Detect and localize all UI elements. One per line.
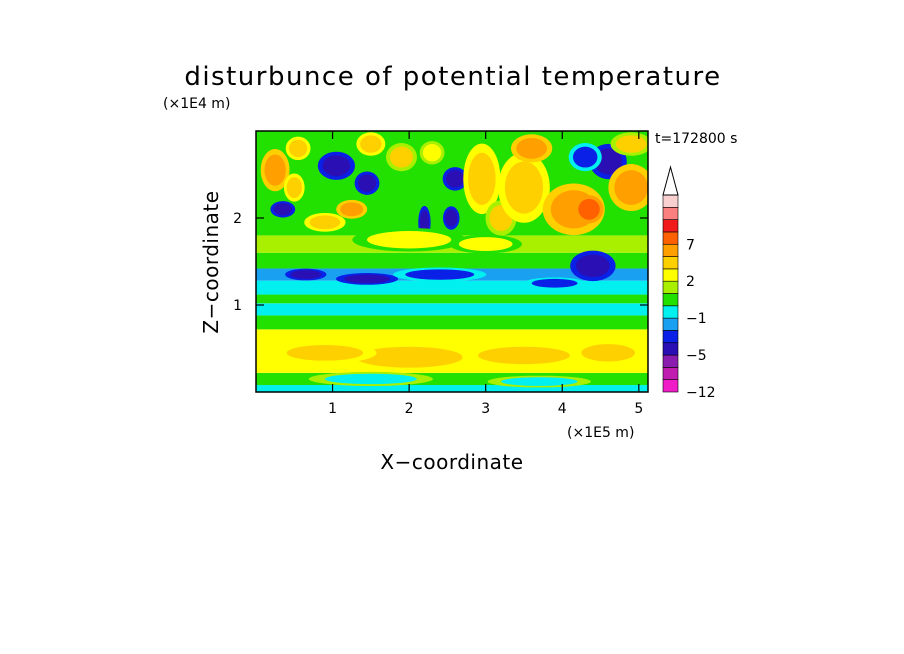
field-feature (445, 170, 465, 188)
colorbar-swatch (662, 219, 679, 233)
x-unit-label: (×1E5 m) (567, 425, 634, 441)
colorbar-tick-label: 2 (686, 274, 695, 290)
field-feature (357, 174, 377, 192)
colorbar-swatch (662, 354, 679, 368)
field-feature (504, 161, 544, 214)
field-band (256, 329, 648, 349)
colorbar: −12−5−127 (662, 165, 716, 401)
field-feature (367, 231, 452, 249)
field-feature (324, 373, 417, 385)
contour-field (256, 131, 648, 392)
field-feature (468, 152, 496, 205)
colorbar-extend-arrow (662, 165, 679, 196)
field-feature (389, 146, 413, 168)
x-axis: 1 2 3 4 5 (328, 131, 643, 417)
colorbar-swatch (662, 330, 679, 344)
field-feature (614, 170, 648, 205)
colorbar-swatch (662, 207, 679, 220)
field-feature (290, 270, 322, 279)
field-feature (501, 377, 578, 386)
field-feature (576, 254, 610, 278)
field-feature (264, 154, 286, 186)
colorbar-swatch (662, 305, 679, 319)
field-feature (309, 215, 341, 230)
field-feature (516, 137, 547, 159)
colorbar-swatch (662, 280, 679, 294)
field-feature (422, 144, 442, 162)
field-feature (344, 274, 390, 284)
colorbar-swatch (662, 367, 679, 380)
y-tick-label: 1 (233, 298, 242, 314)
colorbar-tick-label: −12 (686, 385, 716, 401)
colorbar-swatch (662, 317, 679, 331)
colorbar-swatch (662, 342, 679, 356)
colorbar-swatch (662, 256, 679, 270)
x-tick-label: 3 (481, 401, 490, 417)
colorbar-tick-label: 7 (686, 237, 695, 253)
colorbar-tick-label: −5 (686, 348, 707, 364)
field-feature (340, 202, 364, 217)
field-feature (286, 177, 302, 198)
field-band (256, 294, 648, 304)
colorbar-swatch (662, 268, 679, 282)
field-band (256, 303, 648, 316)
time-label: t=172800 s (655, 131, 737, 147)
field-feature (322, 155, 351, 177)
x-tick-label: 4 (558, 401, 567, 417)
field-feature (578, 198, 600, 220)
field-band (256, 252, 648, 269)
field-feature (405, 269, 475, 280)
field-feature (273, 203, 292, 216)
colorbar-swatch (662, 379, 679, 393)
field-band (256, 280, 648, 295)
colorbar-swatch (662, 194, 679, 208)
field-band (256, 315, 648, 330)
y-axis-label: Z−coordinate (199, 190, 223, 333)
field-feature (478, 346, 570, 365)
x-axis-label: X−coordinate (380, 450, 523, 474)
field-feature (355, 346, 463, 368)
chart-title: disturbunce of potential temperature (184, 62, 721, 92)
colorbar-swatch (662, 231, 679, 245)
plot-frame (255, 130, 649, 393)
field-feature (288, 139, 308, 158)
field-feature (445, 209, 458, 227)
x-tick-label: 1 (328, 401, 337, 417)
field-feature (286, 345, 364, 361)
y-unit-label: (×1E4 m) (163, 96, 230, 112)
field-feature (531, 278, 578, 288)
colorbar-swatch (662, 243, 679, 257)
field-feature (572, 146, 598, 168)
field-band (256, 385, 648, 392)
field-feature (615, 135, 647, 153)
y-axis: 12 (233, 211, 648, 314)
field-feature (581, 344, 635, 362)
field-feature (360, 135, 382, 153)
y-tick-label: 2 (233, 211, 242, 227)
colorbar-tick-label: −1 (686, 311, 707, 327)
colorbar-swatch (662, 293, 679, 307)
x-tick-label: 2 (405, 401, 414, 417)
field-feature (458, 237, 513, 252)
x-tick-label: 5 (634, 401, 643, 417)
